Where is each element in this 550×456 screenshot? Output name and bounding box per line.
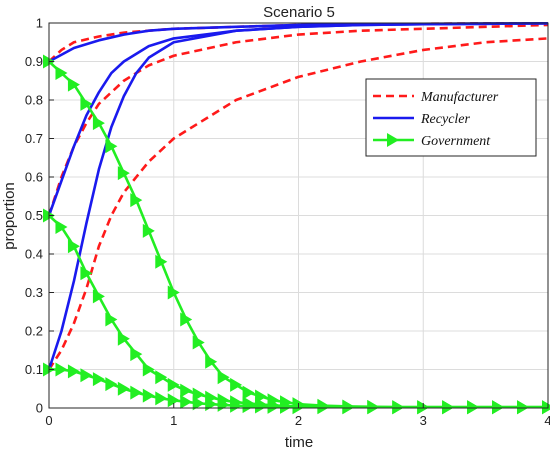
point-government-1 <box>55 66 68 81</box>
point-government-3 <box>142 388 155 403</box>
point-government-3 <box>230 398 243 413</box>
point-government-1 <box>105 139 118 154</box>
point-government-3 <box>180 394 193 409</box>
y-tick-label: 0.6 <box>25 170 43 185</box>
point-government-2 <box>105 312 118 327</box>
legend-label-government: Government <box>421 134 491 149</box>
point-government-3 <box>317 400 330 415</box>
x-tick-label: 1 <box>170 413 177 428</box>
point-government-3 <box>167 393 180 408</box>
point-government-1 <box>192 335 205 350</box>
point-government-1 <box>167 285 180 300</box>
y-tick-label: 0.3 <box>25 285 43 300</box>
point-government-3 <box>80 368 93 383</box>
point-government-3 <box>155 391 168 406</box>
point-government-3 <box>55 362 68 377</box>
point-government-2 <box>80 266 93 281</box>
point-government-1 <box>80 96 93 111</box>
point-government-3 <box>467 400 480 415</box>
point-government-2 <box>192 387 205 402</box>
x-tick-label: 2 <box>295 413 302 428</box>
point-government-1 <box>155 254 168 269</box>
point-government-3 <box>92 372 105 387</box>
point-government-2 <box>142 362 155 377</box>
x-tick-label: 4 <box>544 413 550 428</box>
y-tick-label: 0.7 <box>25 131 43 146</box>
point-government-2 <box>167 377 180 392</box>
point-government-3 <box>255 399 268 414</box>
point-government-3 <box>342 400 355 415</box>
point-government-1 <box>230 377 243 392</box>
point-government-2 <box>117 331 130 346</box>
y-tick-label: 0.4 <box>25 247 43 262</box>
point-government-1 <box>92 116 105 131</box>
y-axis-title: proportion <box>1 182 18 250</box>
point-government-2 <box>55 220 68 235</box>
legend: Manufacturer Recycler Government <box>365 78 537 157</box>
point-government-3 <box>117 381 130 396</box>
point-government-3 <box>280 399 293 414</box>
y-tick-label: 0.9 <box>25 54 43 69</box>
ticks: 0 1 2 3 4 0 0.1 0.2 0.3 0.4 0.5 0.6 0.7 0.8 0.9 1 <box>25 16 550 429</box>
point-government-1 <box>180 312 193 327</box>
point-government-2 <box>92 289 105 304</box>
legend-label-recycler: Recycler <box>420 112 471 127</box>
point-government-1 <box>130 193 143 208</box>
point-government-2 <box>180 383 193 398</box>
point-government-1 <box>142 223 155 238</box>
point-government-1 <box>117 166 130 181</box>
y-tick-label: 0.2 <box>25 324 43 339</box>
y-tick-label: 0 <box>36 401 43 416</box>
point-government-1 <box>242 385 255 400</box>
point-government-3 <box>442 400 455 415</box>
point-government-1 <box>217 370 230 385</box>
point-government-3 <box>192 396 205 411</box>
series-line-manufacturer-3 <box>47 37 549 371</box>
point-government-2 <box>155 370 168 385</box>
point-government-3 <box>392 400 405 415</box>
point-government-3 <box>492 400 505 415</box>
point-government-2 <box>67 239 80 254</box>
x-axis-title: time <box>285 434 313 451</box>
point-government-3 <box>267 399 280 414</box>
point-government-1 <box>205 354 218 369</box>
y-tick-label: 1 <box>36 16 43 31</box>
legend-label-manufacturer: Manufacturer <box>420 90 499 105</box>
point-government-3 <box>105 377 118 392</box>
point-government-3 <box>517 400 530 415</box>
chart-title: Scenario 5 <box>263 4 335 21</box>
point-government-1 <box>67 77 80 92</box>
legend-marker-government <box>387 133 399 147</box>
y-tick-label: 0.8 <box>25 93 43 108</box>
x-tick-label: 0 <box>45 413 52 428</box>
y-tick-label: 0.1 <box>25 362 43 377</box>
point-government-2 <box>130 347 143 362</box>
x-tick-label: 3 <box>420 413 427 428</box>
y-tick-label: 0.5 <box>25 208 43 223</box>
point-government-3 <box>130 385 143 400</box>
point-government-3 <box>367 400 380 415</box>
point-government-3 <box>67 364 80 379</box>
series-line-recycler-3 <box>47 22 549 370</box>
point-government-3 <box>242 399 255 414</box>
